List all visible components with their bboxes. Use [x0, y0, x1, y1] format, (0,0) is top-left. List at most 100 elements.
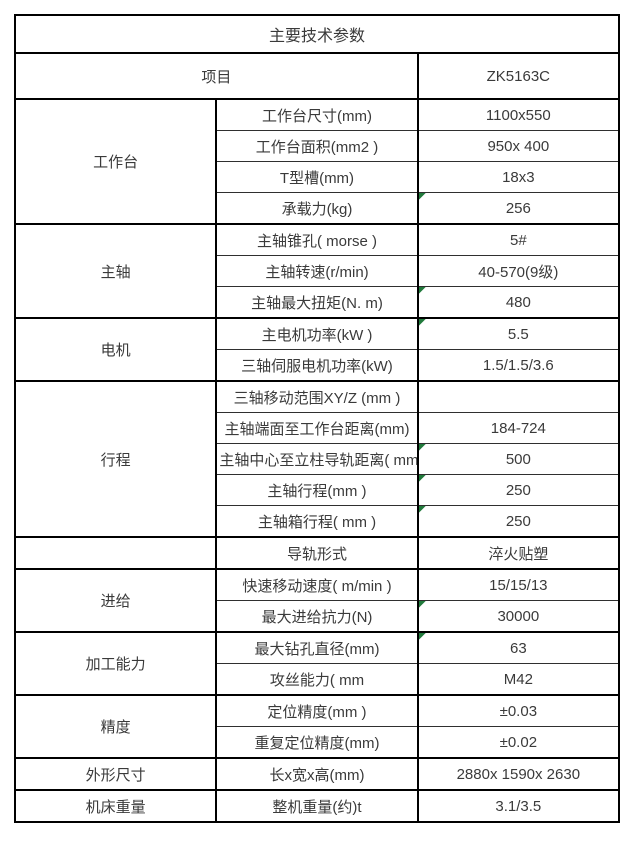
- param-cell: 主轴锥孔( morse ): [215, 223, 419, 256]
- cell-error-marker-icon: [419, 193, 426, 200]
- param-cell: 主电机功率(kW ): [215, 317, 419, 350]
- spec-row: 机床重量 整机重量(约)t 3.1/3.5: [13, 789, 621, 823]
- value-cell: 3.1/3.5: [416, 789, 621, 823]
- spec-row: 主轴端面至工作台距离(mm) 184-724: [15, 412, 621, 444]
- cell-error-marker-icon: [419, 601, 426, 608]
- cell-error-marker-icon: [419, 475, 426, 482]
- value-cell: 950x 400: [416, 130, 621, 162]
- group-cell: 机床重量: [13, 789, 218, 823]
- spec-row: 精度 定位精度(mm ) ±0.03: [13, 694, 621, 759]
- param-cell: 主轴最大扭矩(N. m): [215, 286, 419, 319]
- value-cell: ±0.02: [416, 726, 621, 759]
- param-cell: 长x宽x高(mm): [215, 757, 419, 791]
- value-text: 2880x 1590x 2630: [456, 765, 581, 783]
- value-cell: 63: [416, 631, 621, 664]
- value-text: 250: [505, 512, 531, 530]
- param-cell: 工作台尺寸(mm): [215, 98, 419, 131]
- spec-row: 承载力(kg) 256: [15, 192, 621, 225]
- cell-error-marker-icon: [419, 319, 426, 326]
- group-cell: 外形尺寸: [13, 757, 218, 791]
- param-cell: 定位精度(mm ): [215, 694, 419, 727]
- value-text: 40-570(9级): [478, 263, 559, 281]
- value-cell: 18x3: [416, 161, 621, 193]
- spec-row: 电机 主电机功率(kW ) 5.5: [13, 317, 621, 382]
- spec-row: 行程 三轴移动范围XY/Z (mm ): [13, 380, 621, 538]
- group-cell: 工作台: [13, 98, 218, 225]
- param-cell: 三轴伺服电机功率(kW): [215, 349, 419, 382]
- spec-row: 重复定位精度(mm) ±0.02: [15, 726, 621, 759]
- value-cell: 30000: [416, 600, 621, 633]
- value-cell: 256: [416, 192, 621, 225]
- value-cell: M42: [416, 663, 621, 696]
- value-cell: 2880x 1590x 2630: [416, 757, 621, 791]
- spec-row: 工作台 工作台尺寸(mm) 1100x550: [13, 98, 621, 225]
- value-text: 15/15/13: [489, 576, 548, 594]
- spec-table: 主要技术参数 项目 ZK5163C 工作台 工作台尺寸(mm) 1100x550 工作…: [13, 14, 621, 823]
- item-header-cell: 项目: [14, 52, 419, 100]
- value-text: 5#: [509, 231, 527, 249]
- value-text: M42: [503, 670, 533, 688]
- value-text: ±0.02: [499, 733, 538, 751]
- group-cell: 精度: [13, 694, 218, 759]
- group-cell: 进给: [13, 568, 218, 633]
- param-cell: 主轴行程(mm ): [215, 474, 419, 506]
- param-cell: 主轴端面至工作台距离(mm): [215, 412, 419, 444]
- spec-row: 加工能力 最大钻孔直径(mm) 63: [13, 631, 621, 696]
- value-text: 1100x550: [485, 106, 551, 124]
- value-cell: ±0.03: [416, 694, 621, 727]
- cell-error-marker-icon: [419, 633, 426, 640]
- cell-error-marker-icon: [419, 506, 426, 513]
- value-text: 3.1/3.5: [495, 797, 542, 815]
- value-cell: 淬火贴塑: [416, 536, 621, 570]
- value-cell: 500: [416, 443, 621, 475]
- spec-row: T型槽(mm) 18x3: [15, 161, 621, 193]
- spec-row: 主轴行程(mm ) 250: [15, 474, 621, 506]
- value-text: 30000: [497, 607, 540, 625]
- table-header-row: 项目 ZK5163C: [14, 52, 621, 100]
- spec-row: 主轴最大扭矩(N. m) 480: [15, 286, 621, 319]
- group-cell: 主轴: [13, 223, 218, 319]
- param-cell: 快速移动速度( m/min ): [215, 568, 419, 601]
- value-cell: 250: [416, 474, 621, 506]
- value-cell: 5#: [416, 223, 621, 256]
- param-cell: 主轴箱行程( mm ): [215, 505, 419, 538]
- group-cell: [13, 536, 218, 570]
- value-cell: 1100x550: [416, 98, 621, 131]
- value-text: ±0.03: [499, 702, 538, 720]
- group-cell: 电机: [13, 317, 218, 382]
- param-cell: 主轴中心至立柱导轨距离( mm): [215, 443, 419, 475]
- value-cell: [416, 380, 621, 413]
- param-cell: 整机重量(约)t: [215, 789, 419, 823]
- value-text: 184-724: [490, 419, 546, 437]
- value-cell: 40-570(9级): [416, 255, 621, 287]
- value-cell: 480: [416, 286, 621, 319]
- value-text: 500: [505, 450, 531, 468]
- value-text: 1.5/1.5/3.6: [482, 356, 554, 374]
- param-cell: 主轴转速(r/min): [215, 255, 419, 287]
- model-header-cell: ZK5163C: [416, 52, 621, 100]
- spec-row: 三轴伺服电机功率(kW) 1.5/1.5/3.6: [15, 349, 621, 382]
- param-cell: 承载力(kg): [215, 192, 419, 225]
- group-cell: 行程: [13, 380, 218, 538]
- spec-row: 主轴转速(r/min) 40-570(9级): [15, 255, 621, 287]
- spec-row: 进给 快速移动速度( m/min ) 15/15/13: [13, 568, 621, 633]
- value-text: 淬火贴塑: [488, 545, 549, 563]
- param-cell: 三轴移动范围XY/Z (mm ): [215, 380, 419, 413]
- value-text: 5.5: [507, 325, 529, 343]
- param-cell: 导轨形式: [215, 536, 419, 570]
- value-text: 250: [505, 481, 531, 499]
- group-cell: 加工能力: [13, 631, 218, 696]
- param-cell: 最大进给抗力(N): [215, 600, 419, 633]
- value-text: 18x3: [502, 168, 535, 186]
- spec-row: 外形尺寸 长x宽x高(mm) 2880x 1590x 2630: [13, 757, 621, 791]
- spec-row: 主轴中心至立柱导轨距离( mm) 500: [15, 443, 621, 475]
- cell-error-marker-icon: [419, 444, 426, 451]
- spec-row: 导轨形式 淬火贴塑: [13, 536, 621, 570]
- value-cell: 184-724: [416, 412, 621, 444]
- value-text: 256: [505, 199, 531, 217]
- value-cell: 1.5/1.5/3.6: [416, 349, 621, 382]
- table-title-row: 主要技术参数: [14, 14, 620, 54]
- cell-error-marker-icon: [419, 287, 426, 294]
- value-cell: 250: [416, 505, 621, 538]
